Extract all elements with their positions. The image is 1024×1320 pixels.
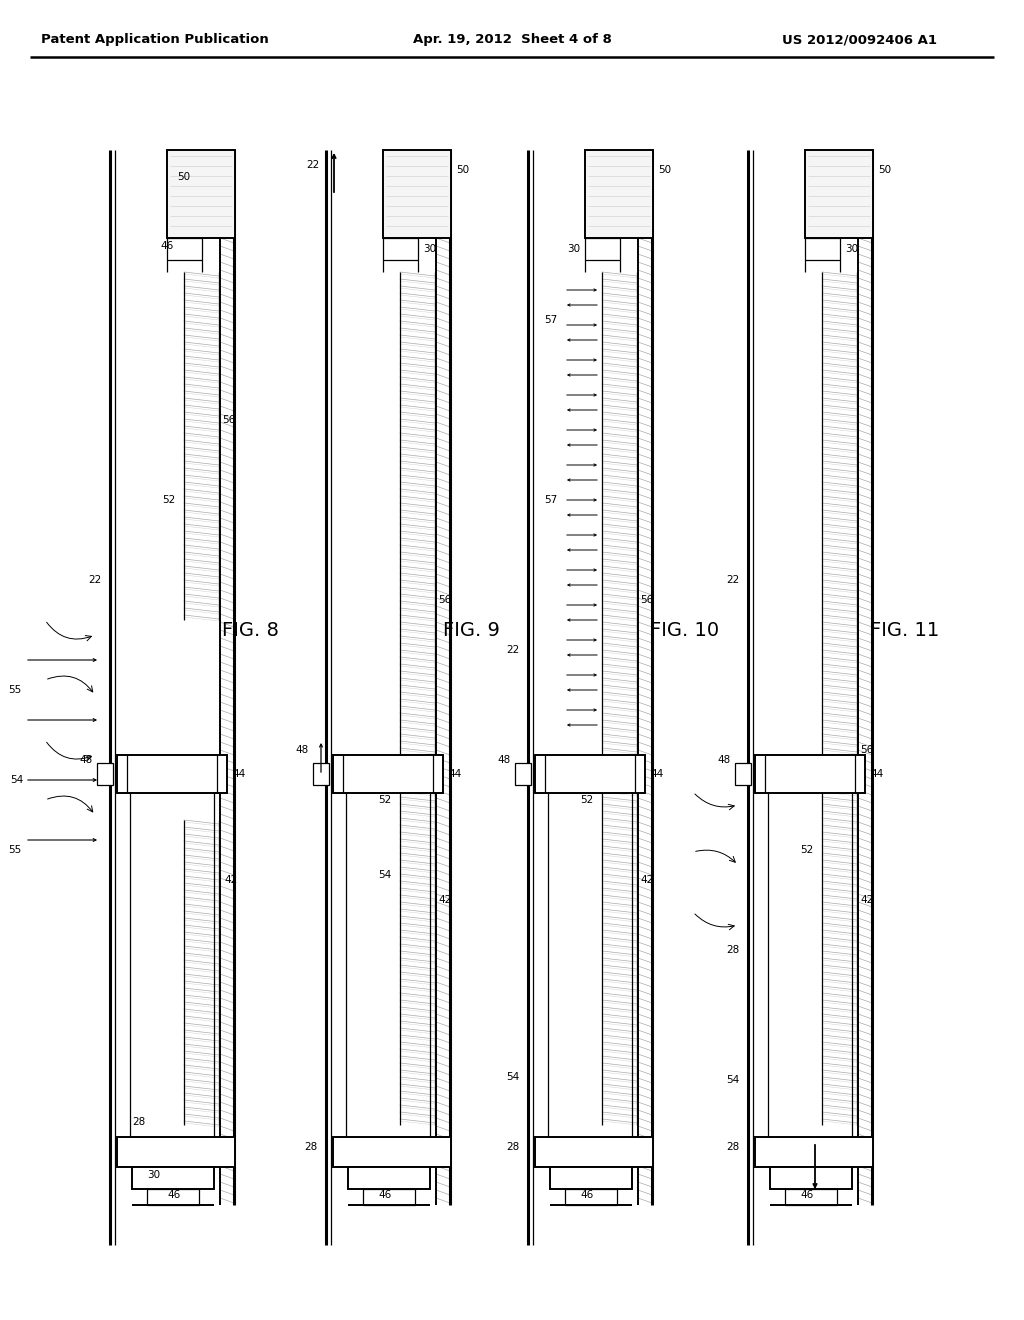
- Text: 55: 55: [8, 685, 22, 696]
- Text: 30: 30: [845, 244, 858, 253]
- Text: 42: 42: [438, 895, 452, 906]
- Text: FIG. 10: FIG. 10: [650, 620, 719, 639]
- Text: 44: 44: [449, 770, 461, 779]
- Bar: [313, 763, 329, 785]
- Text: 28: 28: [726, 945, 739, 954]
- Bar: [535, 755, 645, 793]
- Text: FIG. 8: FIG. 8: [222, 620, 279, 639]
- Text: 46: 46: [580, 1191, 593, 1200]
- Text: 44: 44: [650, 770, 664, 779]
- Bar: [117, 1137, 234, 1167]
- Text: 52: 52: [162, 495, 175, 506]
- Bar: [805, 238, 840, 260]
- Text: US 2012/0092406 A1: US 2012/0092406 A1: [782, 33, 938, 46]
- Text: Apr. 19, 2012  Sheet 4 of 8: Apr. 19, 2012 Sheet 4 of 8: [413, 33, 611, 46]
- Bar: [770, 1167, 852, 1189]
- Text: 52: 52: [378, 795, 391, 805]
- Bar: [755, 755, 865, 793]
- Bar: [535, 1137, 653, 1167]
- Bar: [515, 763, 531, 785]
- Text: 57: 57: [544, 495, 557, 506]
- Text: 56: 56: [438, 595, 452, 605]
- Text: 28: 28: [304, 1142, 317, 1152]
- Bar: [117, 755, 227, 793]
- Bar: [348, 1167, 430, 1189]
- Text: 42: 42: [224, 875, 238, 884]
- Text: 55: 55: [8, 845, 22, 855]
- Text: 50: 50: [177, 172, 190, 182]
- Text: 30: 30: [147, 1170, 160, 1180]
- Text: 50: 50: [658, 165, 671, 176]
- Bar: [585, 150, 653, 238]
- Bar: [565, 1189, 617, 1205]
- Bar: [383, 238, 418, 260]
- Text: 54: 54: [10, 775, 24, 785]
- Text: 28: 28: [506, 1142, 519, 1152]
- Bar: [132, 1167, 214, 1189]
- Bar: [147, 1189, 199, 1205]
- Text: 56: 56: [640, 595, 653, 605]
- Text: 22: 22: [88, 576, 101, 585]
- Text: 46: 46: [800, 1191, 813, 1200]
- Text: 48: 48: [497, 755, 510, 766]
- Text: 56: 56: [222, 414, 236, 425]
- Text: 22: 22: [306, 160, 319, 170]
- Text: 48: 48: [295, 744, 308, 755]
- Text: 42: 42: [860, 895, 873, 906]
- Text: 57: 57: [544, 315, 557, 325]
- Text: 54: 54: [506, 1072, 519, 1082]
- Bar: [550, 1167, 632, 1189]
- Text: 30: 30: [567, 244, 581, 253]
- Bar: [362, 1189, 415, 1205]
- Text: 44: 44: [232, 770, 246, 779]
- Text: 48: 48: [79, 755, 92, 766]
- Bar: [585, 238, 620, 260]
- Text: 54: 54: [726, 1074, 739, 1085]
- Text: 28: 28: [726, 1142, 739, 1152]
- Bar: [805, 150, 873, 238]
- Text: 42: 42: [640, 875, 653, 884]
- Text: 48: 48: [717, 755, 730, 766]
- Text: 22: 22: [506, 645, 519, 655]
- Text: 44: 44: [870, 770, 884, 779]
- Text: 54: 54: [378, 870, 391, 880]
- Text: 56: 56: [860, 744, 873, 755]
- Text: 22: 22: [726, 576, 739, 585]
- Bar: [333, 1137, 451, 1167]
- Text: 52: 52: [800, 845, 813, 855]
- Bar: [383, 150, 451, 238]
- Bar: [167, 238, 202, 260]
- Bar: [785, 1189, 837, 1205]
- Bar: [755, 1137, 873, 1167]
- Text: 28: 28: [132, 1117, 145, 1127]
- Text: 46: 46: [160, 242, 173, 251]
- Bar: [735, 763, 751, 785]
- Text: Patent Application Publication: Patent Application Publication: [41, 33, 269, 46]
- Text: 46: 46: [378, 1191, 391, 1200]
- Text: FIG. 9: FIG. 9: [443, 620, 500, 639]
- Bar: [333, 755, 443, 793]
- Text: 52: 52: [580, 795, 593, 805]
- Text: 50: 50: [878, 165, 891, 176]
- Text: 30: 30: [423, 244, 436, 253]
- Bar: [167, 150, 234, 238]
- Bar: [97, 763, 113, 785]
- Text: FIG. 11: FIG. 11: [870, 620, 939, 639]
- Text: 46: 46: [167, 1191, 180, 1200]
- Text: 50: 50: [456, 165, 469, 176]
